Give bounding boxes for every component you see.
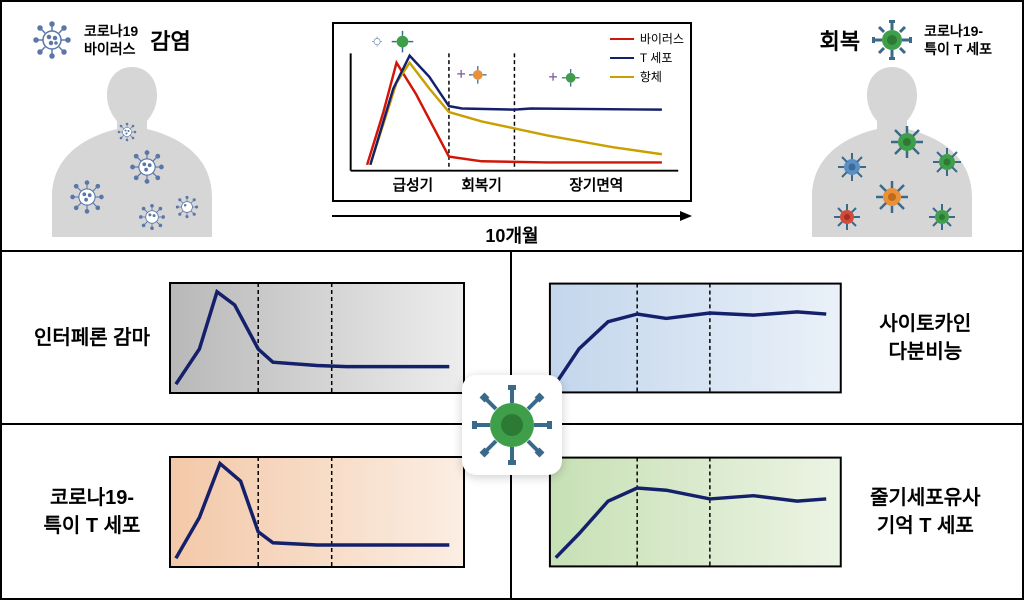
timeline-arrow: [332, 210, 692, 222]
stem-chart: [542, 447, 849, 577]
svg-text:장기면역: 장기면역: [569, 176, 623, 194]
center-tcell-icon: [462, 375, 562, 475]
infected-silhouette: [32, 57, 232, 237]
infection-title: 감염: [150, 24, 190, 56]
tcell-sublabel: 코로나19-특이 T 세포: [924, 22, 992, 58]
stem-label: 줄기세포유사 기억 T 세포: [849, 484, 1022, 540]
svg-text:회복기: 회복기: [461, 177, 501, 194]
virus-sublabel: 코로나19바이러스: [84, 22, 138, 58]
chart-legend: 바이러스 T 세포 항체: [610, 30, 684, 87]
quadrant-ifn: 인터페론 감마: [2, 252, 510, 425]
recovery-label-group: 회복 코로나19-특이 T 세포: [820, 20, 992, 60]
ifn-chart: [162, 273, 472, 403]
quadrant-cytokine: 사이토카인 다분비능: [512, 252, 1022, 425]
quadrant-stem: 줄기세포유사 기억 T 세포: [512, 425, 1022, 598]
cytokine-chart: [542, 273, 849, 403]
virus-icon: [32, 20, 72, 60]
covid-t-chart: [162, 447, 472, 577]
quadrant-covid-t: 코로나19- 특이 T 세포: [2, 425, 510, 598]
bottom-section: 인터페론 감마 코로나19- 특이 T 세포 사이토카인 다분비능 줄기세포유사…: [2, 250, 1022, 598]
diagram-container: 코로나19바이러스 감염 회복 코로나19-특이 T 세포: [0, 0, 1024, 600]
recovered-silhouette: [792, 57, 992, 237]
timeline-label: 10개월: [485, 222, 538, 248]
cytokine-label: 사이토카인 다분비능: [849, 310, 1022, 366]
main-chart: 급성기 회복기 장기면역 바이러스 T 세포 항체: [332, 22, 692, 202]
covid-t-label: 코로나19- 특이 T 세포: [2, 484, 162, 540]
tcell-legend-icon: [872, 20, 912, 60]
recovery-title: 회복: [820, 24, 860, 56]
ifn-label: 인터페론 감마: [2, 324, 162, 352]
top-section: 코로나19바이러스 감염 회복 코로나19-특이 T 세포: [2, 2, 1022, 250]
infection-label-group: 코로나19바이러스 감염: [32, 20, 191, 60]
svg-text:급성기: 급성기: [393, 176, 433, 194]
